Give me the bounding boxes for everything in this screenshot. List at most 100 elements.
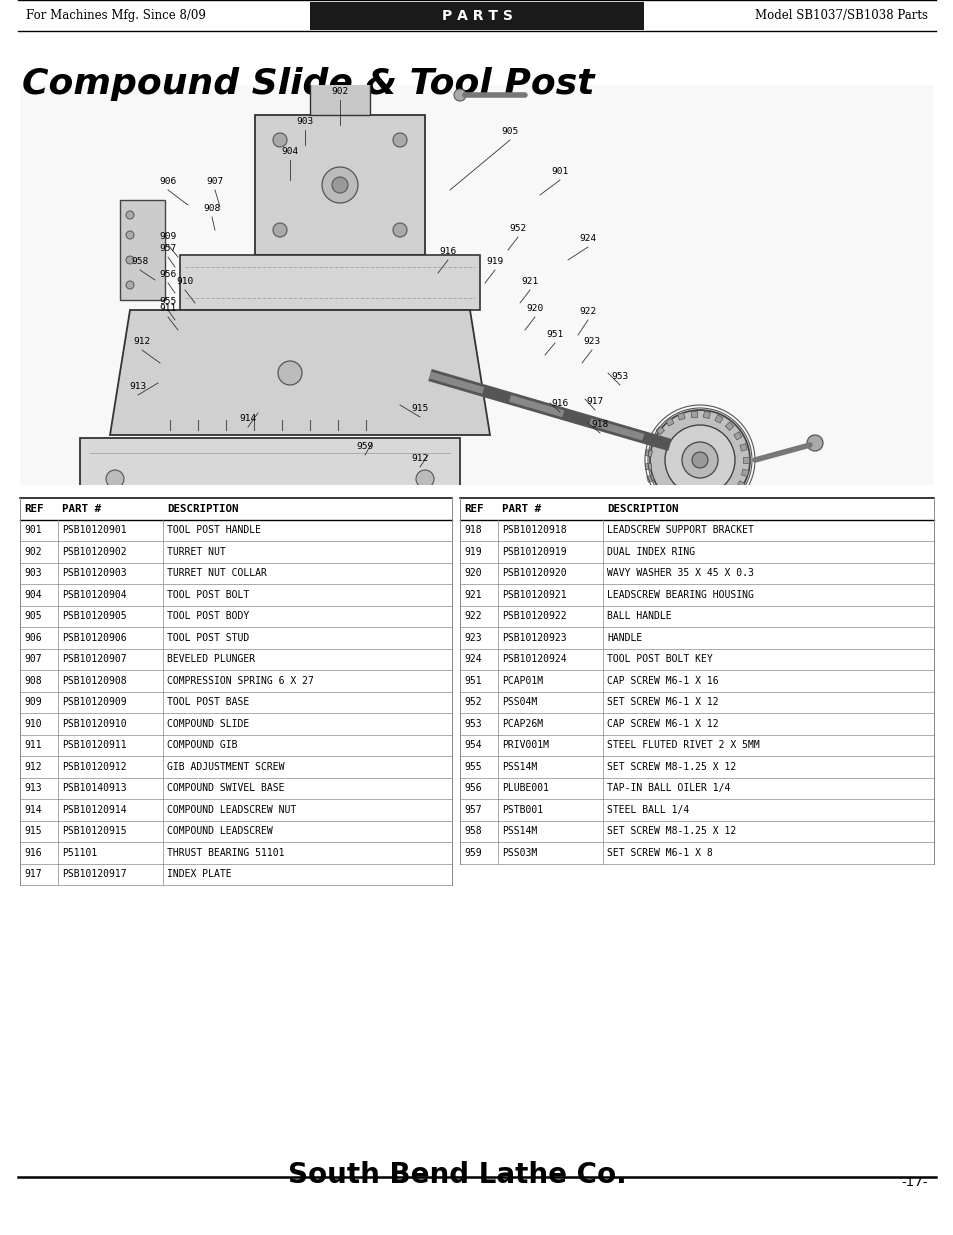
Bar [656,426,664,435]
Bar [644,450,652,457]
Text: Compound Slide & Tool Post: Compound Slide & Tool Post [22,67,594,101]
Bar [350,0,355,35]
Bar [80,438,459,520]
Circle shape [126,211,133,219]
Text: 919: 919 [486,257,503,266]
Bar [651,487,659,494]
Text: DESCRIPTION: DESCRIPTION [167,504,238,514]
Text: TOOL POST BOLT: TOOL POST BOLT [167,590,249,600]
Text: GIB ADJUSTMENT SCREW: GIB ADJUSTMENT SCREW [167,762,284,772]
Text: 908: 908 [203,204,220,212]
Text: PSB10120914: PSB10120914 [62,805,127,815]
Text: TURRET NUT: TURRET NUT [167,547,226,557]
Text: 907: 907 [206,177,223,186]
Text: For Machines Mfg. Since 8/09: For Machines Mfg. Since 8/09 [26,10,206,22]
Bar [314,0,318,35]
Text: COMPOUND LEADSCREW: COMPOUND LEADSCREW [167,826,273,836]
Text: 954: 954 [463,740,481,750]
Text: COMPOUND SLIDE: COMPOUND SLIDE [167,719,249,729]
Text: 901: 901 [551,167,568,177]
Text: TAP-IN BALL OILER 1/4: TAP-IN BALL OILER 1/4 [606,783,730,793]
Circle shape [416,471,434,488]
Text: 920: 920 [463,568,481,578]
Circle shape [126,231,133,240]
Circle shape [691,452,707,468]
Bar [697,509,702,515]
Text: 951: 951 [546,330,563,338]
Text: TOOL POST BOLT KEY: TOOL POST BOLT KEY [606,655,712,664]
Text: LEADSCREW BEARING HOUSING: LEADSCREW BEARING HOUSING [606,590,753,600]
Text: INDEX PLATE: INDEX PLATE [167,869,232,879]
Text: 953: 953 [611,372,628,382]
Text: COMPOUND LEADSCREW NUT: COMPOUND LEADSCREW NUT [167,805,296,815]
Bar [736,480,744,489]
Text: SET SCREW M8-1.25 X 12: SET SCREW M8-1.25 X 12 [606,826,736,836]
Circle shape [277,361,302,385]
Bar [742,457,748,463]
Text: 915: 915 [24,826,42,836]
Text: REF: REF [24,504,44,514]
Circle shape [324,35,355,65]
Text: PSB10120904: PSB10120904 [62,590,127,600]
Circle shape [493,32,511,49]
Text: PSS04M: PSS04M [501,698,537,708]
Text: 909: 909 [159,232,176,241]
Text: PCAP26M: PCAP26M [501,719,542,729]
Text: 916: 916 [24,847,42,858]
Bar [332,0,336,35]
Text: 912: 912 [24,762,42,772]
Text: PSB10120923: PSB10120923 [501,632,566,642]
Text: 913: 913 [24,783,42,793]
Text: 952: 952 [463,698,481,708]
Text: PSB10120907: PSB10120907 [62,655,127,664]
Bar [714,415,722,424]
Text: 923: 923 [583,337,600,346]
Text: 905: 905 [501,127,518,136]
Ellipse shape [130,513,150,521]
Text: SET SCREW M6-1 X 12: SET SCREW M6-1 X 12 [606,698,718,708]
Bar [358,0,364,35]
Text: 904: 904 [281,147,298,156]
Text: PSB10120908: PSB10120908 [62,676,127,685]
Text: 916: 916 [551,399,568,408]
Text: 955: 955 [159,296,176,306]
Text: TOOL POST STUD: TOOL POST STUD [167,632,249,642]
Bar [254,115,424,254]
Text: 920: 920 [526,304,543,312]
Circle shape [742,517,786,562]
Circle shape [126,256,133,264]
Text: PSB10120906: PSB10120906 [62,632,127,642]
Text: BEVELED PLUNGER: BEVELED PLUNGER [167,655,254,664]
Text: PSB10120910: PSB10120910 [62,719,127,729]
Text: STEEL BALL 1/4: STEEL BALL 1/4 [606,805,688,815]
Text: 924: 924 [578,233,596,243]
Text: 924: 924 [463,655,481,664]
Text: PSS14M: PSS14M [501,762,537,772]
Text: PSB10120911: PSB10120911 [62,740,127,750]
Text: PSB10120924: PSB10120924 [501,655,566,664]
Text: 903: 903 [24,568,42,578]
Text: PSB10120917: PSB10120917 [62,869,127,879]
Circle shape [754,530,774,550]
Circle shape [106,471,124,488]
Text: PSB10120921: PSB10120921 [501,590,566,600]
Circle shape [322,167,357,203]
Text: SET SCREW M6-1 X 8: SET SCREW M6-1 X 8 [606,847,712,858]
Text: -17-: -17- [901,1176,927,1189]
Bar [708,506,716,514]
Text: 951: 951 [463,676,481,685]
Bar [690,411,697,417]
Text: PSTB001: PSTB001 [501,805,542,815]
Bar [670,503,679,511]
Text: PRIV001M: PRIV001M [501,740,548,750]
Bar [648,437,657,445]
Bar [180,254,479,310]
Text: 958: 958 [463,826,481,836]
Text: 918: 918 [591,420,608,429]
Bar [646,475,654,482]
Text: COMPOUND SWIVEL BASE: COMPOUND SWIVEL BASE [167,783,284,793]
Text: PSB10120922: PSB10120922 [501,611,566,621]
Text: LEADSCREW SUPPORT BRACKET: LEADSCREW SUPPORT BRACKET [606,525,753,535]
Text: 910: 910 [24,719,42,729]
Text: 916: 916 [439,247,456,256]
